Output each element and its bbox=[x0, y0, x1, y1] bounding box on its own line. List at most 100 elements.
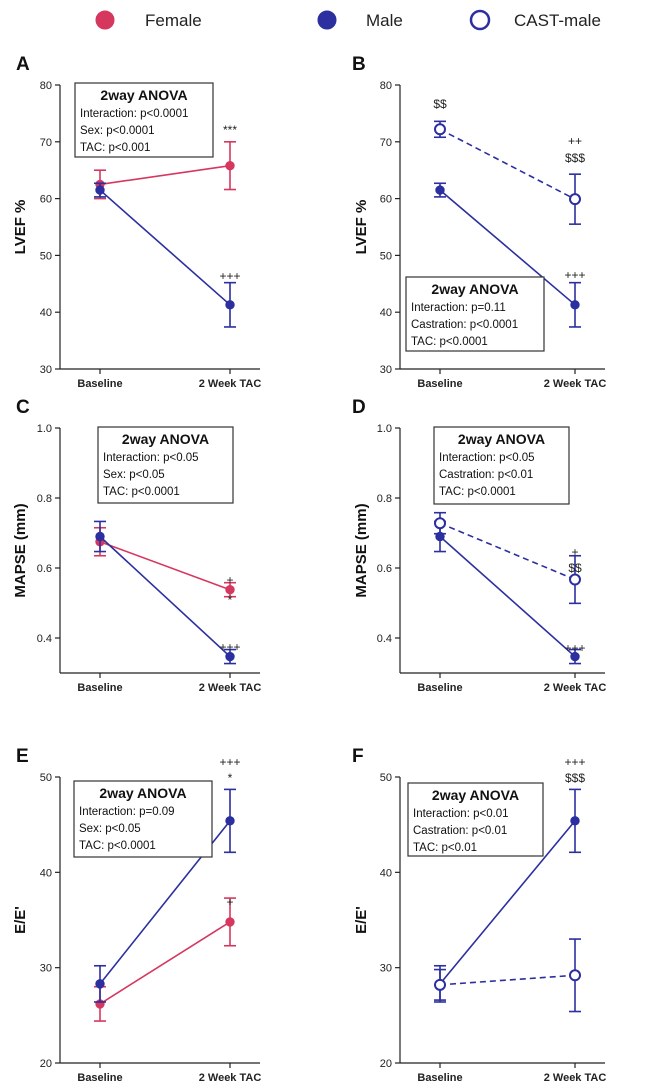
significance-mark: * bbox=[228, 593, 233, 607]
series-line bbox=[439, 974, 576, 986]
significance-mark: +++ bbox=[219, 640, 240, 654]
series-male bbox=[434, 520, 581, 665]
legend-marker-2 bbox=[469, 9, 491, 31]
anova-line: Sex: p<0.0001 bbox=[80, 125, 155, 137]
anova-line: TAC: p<0.0001 bbox=[411, 336, 488, 348]
anova-line: Interaction: p<0.05 bbox=[439, 452, 535, 464]
data-point bbox=[95, 979, 105, 989]
significance-mark: * bbox=[228, 771, 233, 785]
anova-frame bbox=[97, 426, 234, 504]
panels: A LVEF % 30 40 50 60 70 80 Baseline 2 Week TAC 2wa… bbox=[12, 54, 606, 1084]
series-female bbox=[94, 526, 236, 598]
series-cast-male bbox=[434, 120, 581, 225]
anova-title: 2way ANOVA bbox=[100, 87, 187, 103]
anova-frame bbox=[407, 782, 544, 857]
y-tick-label: 30 bbox=[380, 963, 392, 975]
y-tick-label: 70 bbox=[40, 137, 52, 149]
significance-mark: +++ bbox=[564, 755, 585, 769]
y-tick-label: 40 bbox=[40, 307, 52, 319]
anova-box: 2way ANOVA Interaction: p=0.11 Castration:… bbox=[405, 276, 545, 352]
y-tick-label: 20 bbox=[40, 1058, 52, 1070]
legend-label-0: Female bbox=[145, 11, 202, 30]
anova-line: Interaction: p<0.01 bbox=[413, 808, 509, 820]
y-tick-label: 0.4 bbox=[377, 633, 392, 645]
anova-line: TAC: p<0.01 bbox=[413, 842, 477, 854]
anova-line: TAC: p<0.0001 bbox=[79, 840, 156, 852]
significance-mark: $$$ bbox=[565, 151, 585, 165]
series-line bbox=[439, 128, 576, 200]
anova-line: Castration: p<0.0001 bbox=[411, 319, 518, 331]
panel-c: C MAPSE (mm) 0.4 0.6 0.8 1.0 Baseline 2 Week TA… bbox=[12, 397, 261, 694]
y-axis-label: MAPSE (mm) bbox=[12, 503, 29, 597]
y-tick-label: 50 bbox=[380, 772, 392, 784]
anova-box: 2way ANOVA Interaction: p<0.0001 Sex: p<0.… bbox=[74, 82, 214, 158]
anova-box: 2way ANOVA Interaction: p<0.01 Castration:… bbox=[407, 782, 544, 857]
series-line bbox=[99, 535, 231, 658]
panel-a: A LVEF % 30 40 50 60 70 80 Baseline 2 Week TAC 2wa… bbox=[12, 54, 261, 390]
anova-line: TAC: p<0.0001 bbox=[103, 486, 180, 498]
series-line bbox=[99, 921, 231, 1005]
legend-label-2: CAST-male bbox=[514, 11, 601, 30]
series-female bbox=[94, 141, 236, 200]
series-female bbox=[94, 897, 236, 1022]
anova-line: Interaction: p<0.05 bbox=[103, 452, 199, 464]
y-tick-label: 60 bbox=[40, 194, 52, 206]
y-tick-label: 0.6 bbox=[37, 563, 52, 575]
panel-letter: F bbox=[352, 746, 364, 767]
series-line bbox=[99, 540, 231, 591]
y-tick-label: 0.4 bbox=[37, 633, 52, 645]
significance-mark: *** bbox=[223, 123, 237, 137]
data-point bbox=[434, 123, 446, 136]
significance-mark: +++ bbox=[564, 268, 585, 282]
anova-line: TAC: p<0.0001 bbox=[439, 486, 516, 498]
data-point bbox=[569, 573, 581, 586]
x-tick-label: 2 Week TAC bbox=[199, 1072, 262, 1084]
x-tick-label: 2 Week TAC bbox=[544, 682, 607, 694]
data-point bbox=[570, 816, 580, 826]
data-point bbox=[225, 816, 235, 826]
series-line bbox=[99, 164, 231, 186]
panel-f: F E/E' 20 30 40 50 Baseline 2 Week TAC 2way ANOV… bbox=[352, 746, 606, 1084]
anova-line: Sex: p<0.05 bbox=[79, 823, 141, 835]
x-tick-label: Baseline bbox=[77, 682, 122, 694]
y-axis-label: E/E' bbox=[12, 906, 29, 934]
y-tick-label: 50 bbox=[380, 250, 392, 262]
y-tick-label: 70 bbox=[380, 137, 392, 149]
anova-box: 2way ANOVA Interaction: p=0.09 Sex: p<0.05… bbox=[73, 780, 213, 858]
y-tick-label: 40 bbox=[40, 867, 52, 879]
anova-line: Interaction: p<0.0001 bbox=[80, 108, 188, 120]
series-line bbox=[99, 189, 231, 306]
data-point bbox=[225, 160, 235, 171]
series-male bbox=[434, 182, 581, 328]
panel-letter: D bbox=[352, 397, 366, 418]
anova-frame bbox=[74, 82, 214, 158]
legend-label-1: Male bbox=[366, 11, 403, 30]
series-male bbox=[94, 520, 236, 665]
data-point bbox=[225, 300, 235, 310]
data-point bbox=[570, 300, 580, 310]
data-point bbox=[225, 917, 235, 927]
significance-mark: $$ bbox=[568, 561, 582, 575]
anova-box: 2way ANOVA Interaction: p<0.05 Castration:… bbox=[433, 426, 570, 505]
x-tick-label: 2 Week TAC bbox=[544, 378, 607, 390]
data-point bbox=[570, 651, 580, 662]
data-point bbox=[95, 531, 105, 542]
anova-frame bbox=[433, 426, 570, 505]
data-point bbox=[569, 969, 581, 982]
x-tick-label: Baseline bbox=[77, 1072, 122, 1084]
series-cast-male bbox=[434, 938, 581, 1013]
anova-frame bbox=[73, 780, 213, 858]
y-tick-label: 30 bbox=[40, 364, 52, 376]
series-cast-male bbox=[434, 511, 581, 605]
y-tick-label: 0.8 bbox=[37, 493, 52, 505]
y-tick-label: 40 bbox=[380, 867, 392, 879]
y-tick-label: 80 bbox=[380, 80, 392, 92]
x-tick-label: Baseline bbox=[77, 378, 122, 390]
y-tick-label: 30 bbox=[40, 963, 52, 975]
y-tick-label: 60 bbox=[380, 194, 392, 206]
x-tick-label: 2 Week TAC bbox=[199, 378, 262, 390]
anova-line: Castration: p<0.01 bbox=[413, 825, 507, 837]
x-tick-label: Baseline bbox=[417, 1072, 462, 1084]
anova-line: Sex: p<0.05 bbox=[103, 469, 165, 481]
